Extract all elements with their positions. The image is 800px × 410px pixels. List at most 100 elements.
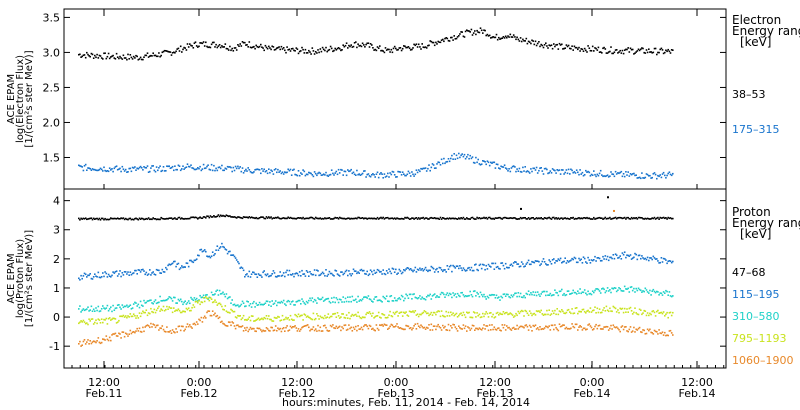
data-point: [241, 167, 244, 169]
data-point: [166, 50, 168, 52]
data-point: [198, 167, 200, 170]
data-point: [522, 38, 524, 41]
data-point: [499, 268, 501, 270]
data-point: [643, 258, 645, 260]
data-point: [479, 27, 482, 29]
data-point: [142, 169, 144, 171]
data-point: [303, 52, 306, 54]
data-point: [484, 217, 486, 220]
data-point: [492, 294, 494, 296]
data-point: [398, 327, 401, 329]
data-point: [601, 328, 603, 330]
data-point: [341, 301, 343, 303]
data-point: [163, 271, 166, 273]
data-point: [541, 328, 544, 330]
data-point: [115, 165, 118, 167]
data-point: [132, 303, 135, 305]
data-point: [627, 287, 629, 290]
data-point: [95, 275, 97, 277]
data-point: [423, 218, 426, 220]
data-point: [303, 313, 306, 315]
data-point: [168, 217, 170, 219]
data-point: [176, 168, 178, 171]
data-point: [330, 325, 333, 328]
data-point: [463, 268, 466, 271]
data-point: [382, 177, 384, 179]
data-point: [364, 296, 366, 298]
data-point: [158, 301, 160, 304]
data-point: [231, 170, 233, 173]
data-point: [460, 292, 462, 294]
data-point: [224, 324, 227, 327]
data-point: [528, 293, 531, 296]
data-point: [480, 293, 483, 296]
data-point: [522, 217, 524, 219]
data-point: [375, 315, 378, 317]
data-point: [583, 174, 586, 176]
data-point: [650, 51, 652, 53]
data-point: [578, 292, 580, 294]
data-point: [596, 307, 599, 310]
data-point: [249, 46, 252, 49]
data-point: [566, 328, 569, 330]
data-point: [139, 165, 142, 168]
data-point: [226, 215, 229, 217]
data-point: [294, 273, 296, 275]
data-point: [90, 52, 93, 55]
data-point: [585, 312, 587, 314]
data-point: [183, 168, 185, 170]
data-point: [515, 38, 517, 41]
data-point: [550, 263, 553, 265]
data-point: [306, 52, 309, 54]
data-point: [150, 307, 152, 310]
data-point: [271, 45, 273, 48]
data-point: [516, 314, 518, 317]
data-point: [254, 217, 256, 220]
data-point: [161, 51, 164, 54]
data-point: [98, 217, 101, 220]
data-point: [524, 217, 526, 219]
data-point: [151, 302, 153, 304]
data-point: [461, 314, 463, 317]
data-point: [280, 172, 283, 175]
data-point: [541, 218, 544, 220]
data-point: [419, 218, 421, 220]
data-point: [270, 274, 272, 277]
data-point: [358, 315, 360, 318]
data-point: [320, 218, 323, 220]
data-point: [311, 174, 314, 176]
data-point: [524, 265, 526, 267]
data-point: [520, 40, 523, 43]
data-point: [618, 256, 620, 259]
data-point: [233, 169, 236, 172]
data-point: [121, 304, 124, 306]
data-point: [357, 311, 359, 314]
data-point: [637, 177, 640, 179]
data-point: [528, 41, 531, 43]
data-point: [173, 169, 175, 172]
data-point: [550, 324, 553, 327]
data-point: [599, 292, 602, 294]
data-point: [480, 329, 483, 331]
data-point: [585, 49, 587, 52]
data-point: [88, 310, 90, 312]
data-point: [484, 313, 486, 315]
data-point: [95, 319, 97, 321]
data-point: [326, 275, 328, 277]
data-point: [103, 307, 105, 309]
data-point: [630, 331, 633, 333]
data-point: [522, 166, 524, 169]
data-point: [493, 268, 496, 270]
data-point: [280, 275, 283, 277]
data-point: [641, 255, 643, 257]
data-point: [120, 337, 122, 339]
data-point: [368, 175, 371, 177]
data-point: [319, 172, 322, 175]
data-point: [334, 312, 336, 315]
data-point: [607, 259, 610, 262]
data-point: [225, 47, 228, 50]
data-point: [325, 326, 327, 329]
data-point: [385, 317, 388, 319]
data-point: [525, 263, 528, 265]
